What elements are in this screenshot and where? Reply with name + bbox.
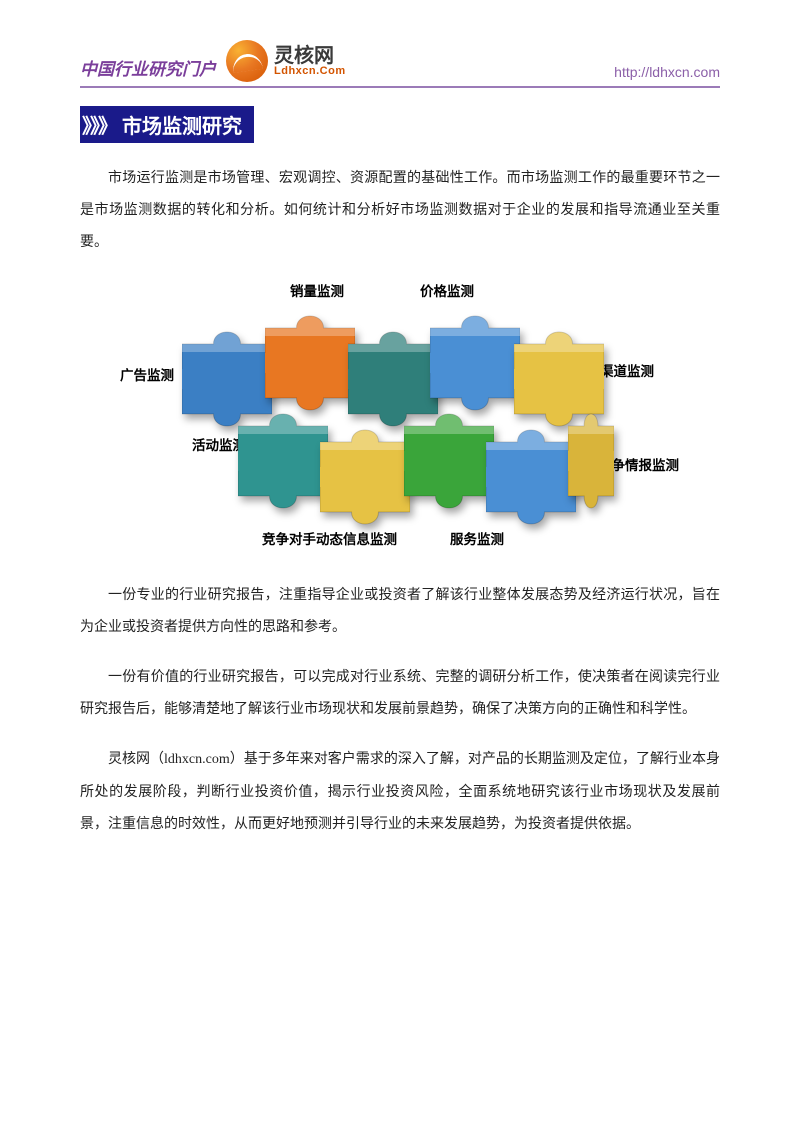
logo-icon xyxy=(226,40,268,82)
chevron-icon: 》》》 xyxy=(82,110,116,139)
section-title: 市场监测研究 xyxy=(122,110,242,139)
label-channel: 渠道监测 xyxy=(600,360,654,380)
site-tagline: 中国行业研究门户 xyxy=(80,55,216,82)
paragraph-1: 市场运行监测是市场管理、宏观调控、资源配置的基础性工作。而市场监测工作的最重要环… xyxy=(80,163,720,260)
label-ad: 广告监测 xyxy=(120,364,174,384)
header-left: 中国行业研究门户 灵核网 Ldhxcn.Com xyxy=(80,40,346,82)
label-rival: 竞争对手动态信息监测 xyxy=(262,528,397,548)
paragraph-4: 灵核网（ldhxcn.com）基于多年来对客户需求的深入了解，对产品的长期监测及… xyxy=(80,744,720,841)
label-sales: 销量监测 xyxy=(290,280,344,300)
header-url[interactable]: http://ldhxcn.com xyxy=(614,64,720,82)
logo: 灵核网 Ldhxcn.Com xyxy=(226,40,346,82)
logo-en: Ldhxcn.Com xyxy=(274,66,346,77)
label-service: 服务监测 xyxy=(450,528,504,548)
monitoring-diagram: 销量监测 价格监测 广告监测 渠道监测 活动监测 竞争情报监测 竞争对手动态信息… xyxy=(120,278,680,558)
logo-text: 灵核网 Ldhxcn.Com xyxy=(274,46,346,77)
section-title-banner: 》》》 市场监测研究 xyxy=(80,106,254,143)
paragraph-3: 一份有价值的行业研究报告，可以完成对行业系统、完整的调研分析工作，使决策者在阅读… xyxy=(80,662,720,726)
logo-cn: 灵核网 xyxy=(274,46,346,66)
label-price: 价格监测 xyxy=(420,280,474,300)
page-header: 中国行业研究门户 灵核网 Ldhxcn.Com http://ldhxcn.co… xyxy=(80,40,720,88)
paragraph-2: 一份专业的行业研究报告，注重指导企业或投资者了解该行业整体发展态势及经济运行状况… xyxy=(80,580,720,644)
